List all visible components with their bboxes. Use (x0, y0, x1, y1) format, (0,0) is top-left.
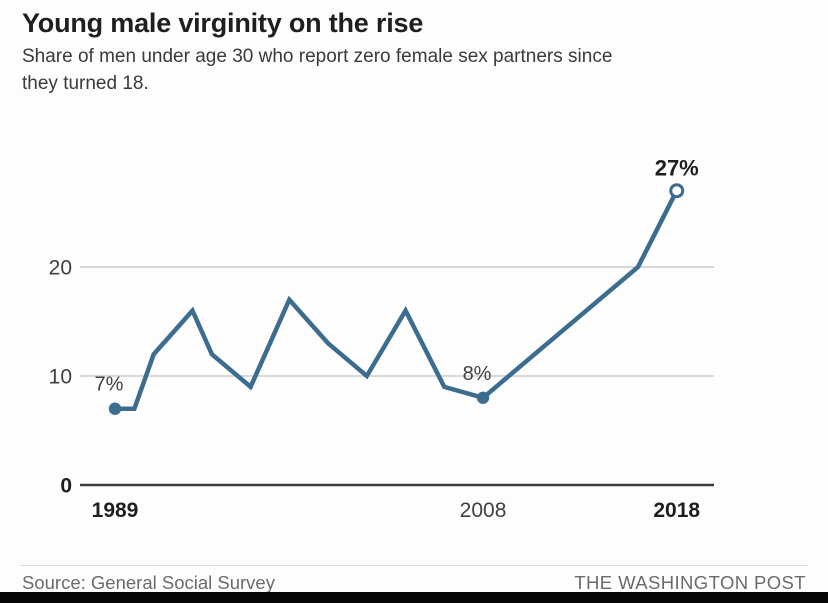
data-point-2008 (476, 391, 490, 404)
publisher-brand: THE WASHINGTON POST (574, 572, 806, 593)
chart-subtitle: Share of men under age 30 who report zer… (22, 46, 613, 94)
value-label-2018: 27% (655, 156, 699, 181)
line-chart: 0 10 20 1989 2008 2018 7% 8% 27% (49, 156, 714, 522)
x-tick-label-1989: 1989 (92, 499, 139, 522)
bottom-black-bar (0, 592, 828, 603)
value-label-2008: 8% (463, 363, 492, 385)
data-point-1989 (108, 402, 122, 415)
y-tick-label-10: 10 (49, 366, 72, 389)
value-label-1989: 7% (95, 374, 124, 396)
x-tick-label-2008: 2008 (460, 499, 507, 522)
y-tick-label-20: 20 (49, 257, 72, 280)
chart-title: Young male virginity on the rise (22, 8, 424, 38)
y-tick-label-0: 0 (60, 475, 72, 498)
data-point-open-2018 (669, 183, 685, 199)
series-line (112, 188, 679, 411)
source-credit: Source: General Social Survey (22, 572, 275, 593)
footer-divider (20, 565, 808, 566)
x-tick-label-2018: 2018 (653, 499, 700, 522)
